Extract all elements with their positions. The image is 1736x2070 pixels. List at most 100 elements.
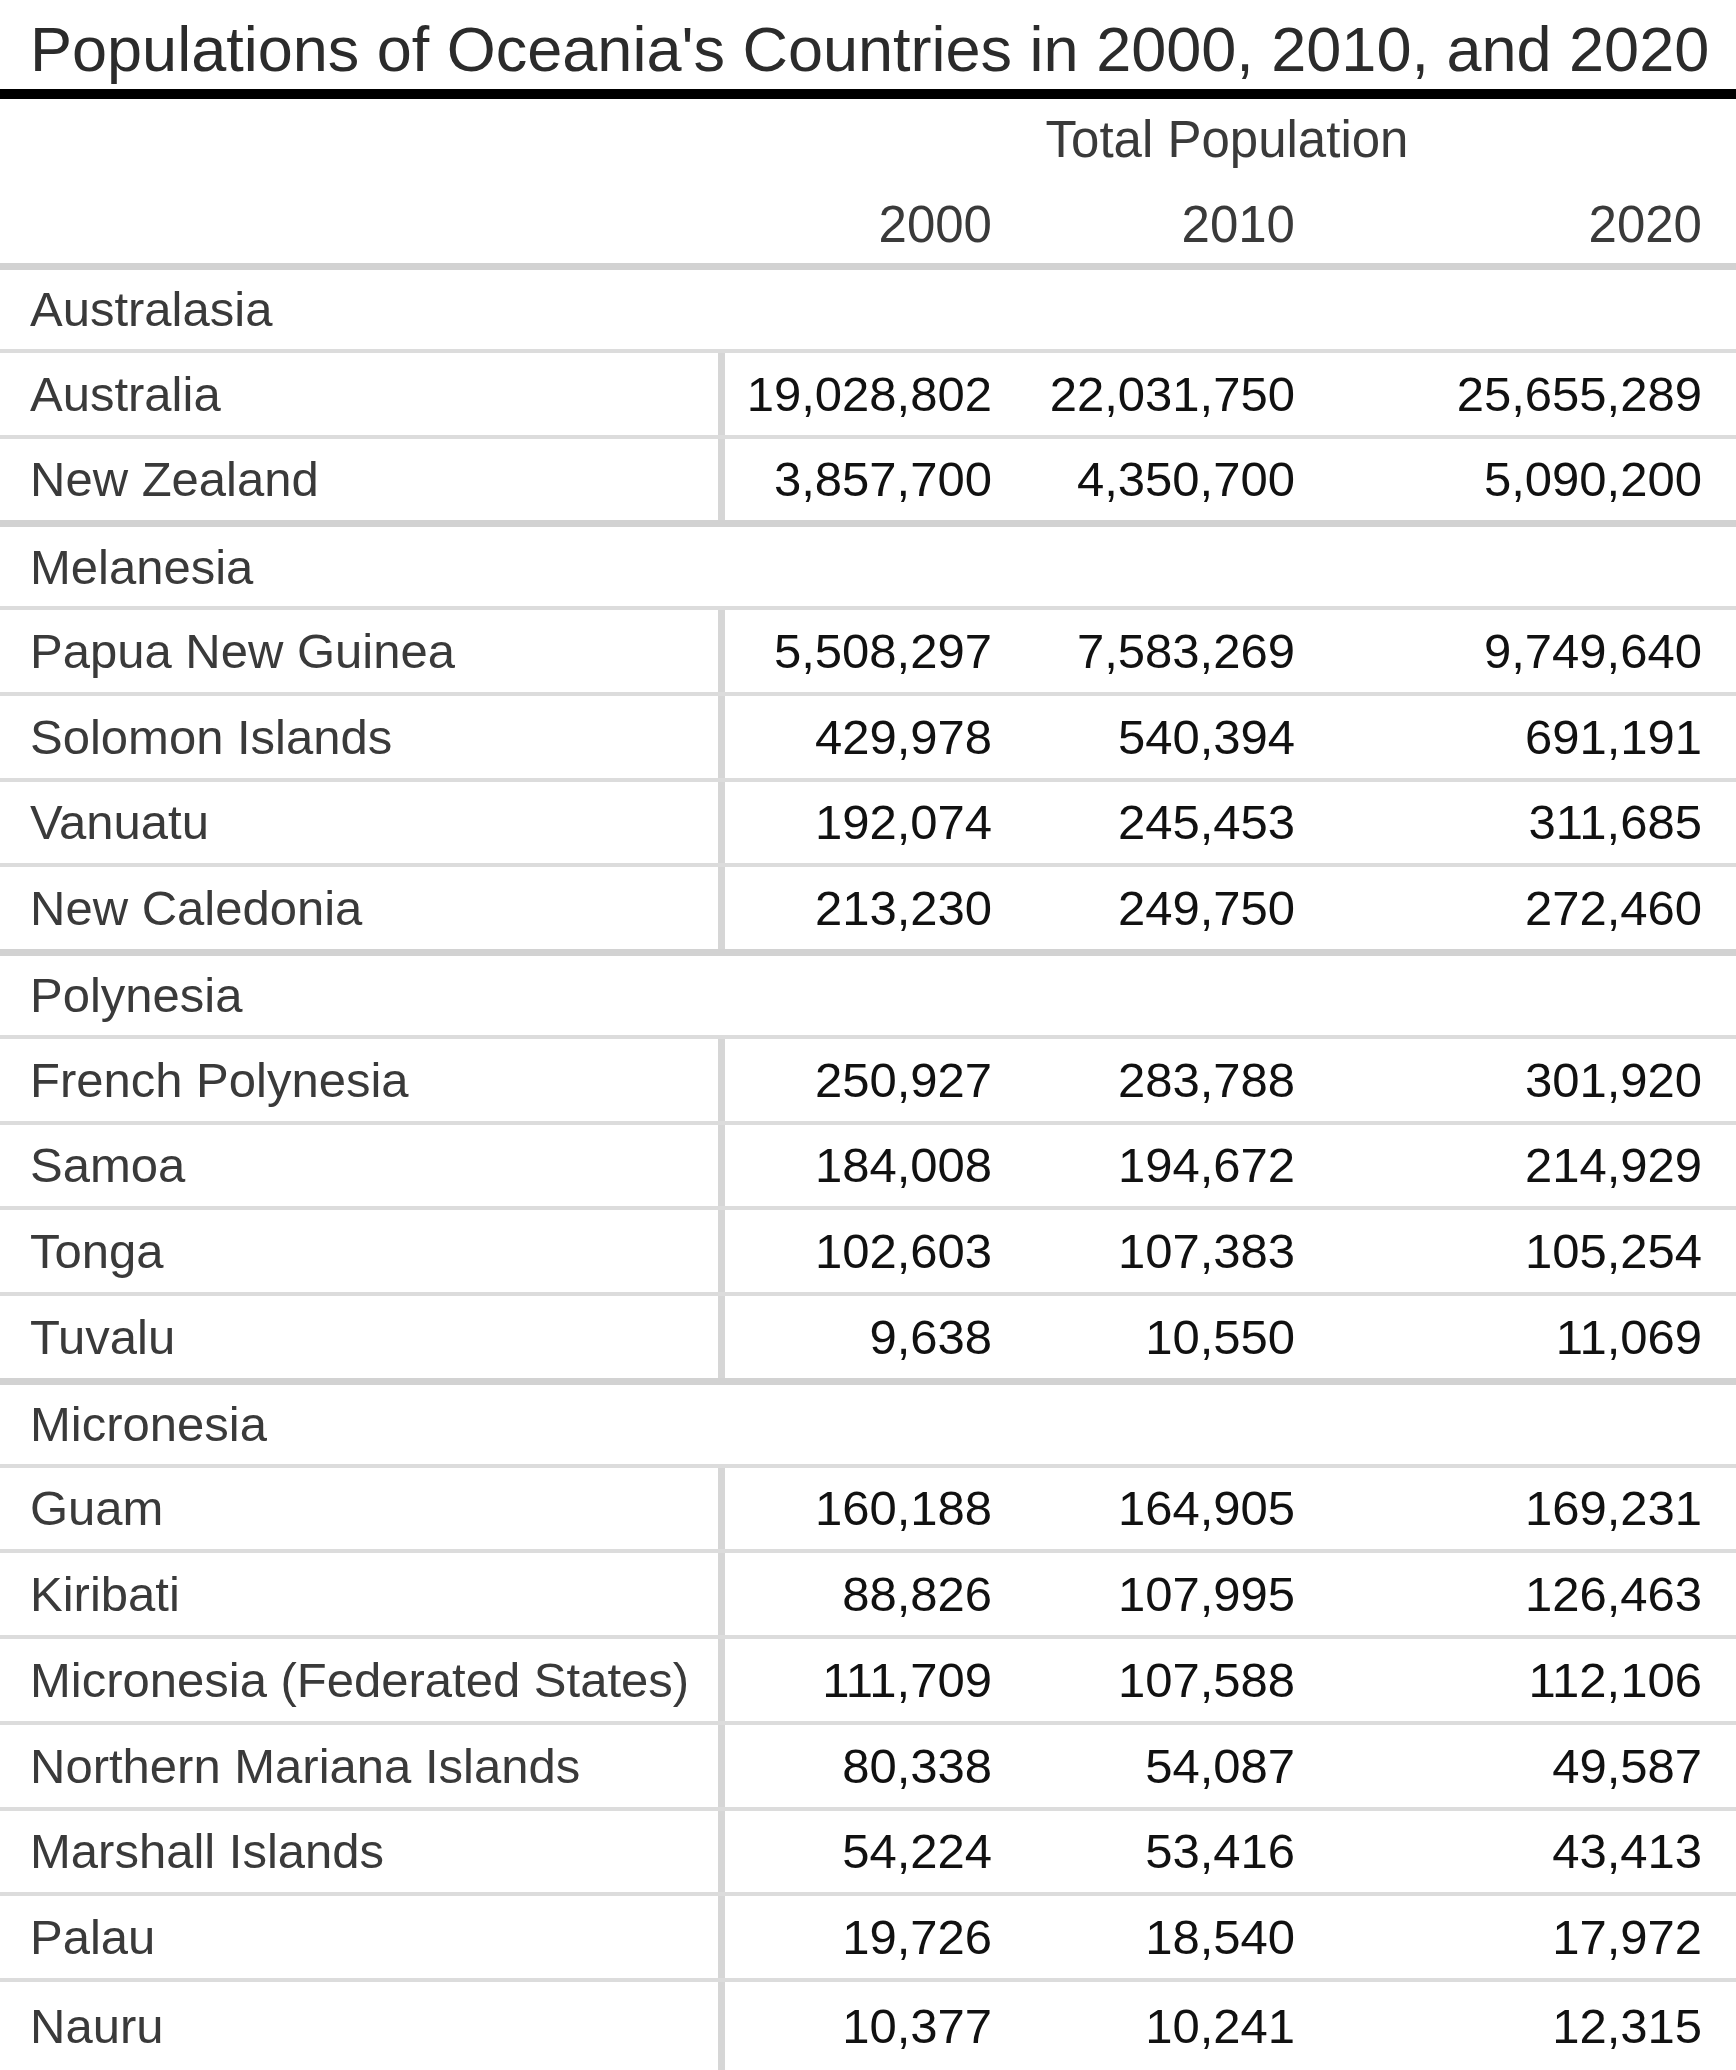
section-header-row: Australasia xyxy=(0,263,1736,349)
population-value: 311,685 xyxy=(1295,782,1736,864)
country-name: Samoa xyxy=(0,1125,718,1207)
population-value: 245,453 xyxy=(992,782,1295,864)
population-value: 250,927 xyxy=(718,1039,992,1121)
country-row: New Caledonia213,230249,750272,460 xyxy=(0,863,1736,949)
country-row: Micronesia (Federated States)111,709107,… xyxy=(0,1635,1736,1721)
country-row: Vanuatu192,074245,453311,685 xyxy=(0,778,1736,864)
population-value: 22,031,750 xyxy=(992,353,1295,435)
population-value: 164,905 xyxy=(992,1468,1295,1550)
population-value: 9,638 xyxy=(718,1296,992,1378)
population-value: 49,587 xyxy=(1295,1725,1736,1807)
country-name: Northern Mariana Islands xyxy=(0,1725,718,1807)
population-value: 25,655,289 xyxy=(1295,353,1736,435)
population-value: 9,749,640 xyxy=(1295,610,1736,692)
population-value: 540,394 xyxy=(992,696,1295,778)
population-value: 5,508,297 xyxy=(718,610,992,692)
section-name: Australasia xyxy=(0,270,1736,349)
population-value: 169,231 xyxy=(1295,1468,1736,1550)
population-value: 126,463 xyxy=(1295,1553,1736,1635)
population-value: 214,929 xyxy=(1295,1125,1736,1207)
population-value: 272,460 xyxy=(1295,867,1736,949)
year-header-2020: 2020 xyxy=(1295,181,1736,263)
population-table-page: Populations of Oceania's Countries in 20… xyxy=(0,0,1736,2070)
year-header-2000: 2000 xyxy=(718,181,992,263)
country-row: Samoa184,008194,672214,929 xyxy=(0,1121,1736,1207)
population-value: 12,315 xyxy=(1295,1982,1736,2070)
country-row: Solomon Islands429,978540,394691,191 xyxy=(0,692,1736,778)
population-value: 7,583,269 xyxy=(992,610,1295,692)
country-name: Nauru xyxy=(0,1982,718,2070)
country-name: Australia xyxy=(0,353,718,435)
population-value: 691,191 xyxy=(1295,696,1736,778)
country-row: Marshall Islands54,22453,41643,413 xyxy=(0,1807,1736,1893)
country-row: Tonga102,603107,383105,254 xyxy=(0,1206,1736,1292)
year-header-row: 2000 2010 2020 xyxy=(0,181,1736,263)
year-header-2010: 2010 xyxy=(992,181,1295,263)
country-name: Solomon Islands xyxy=(0,696,718,778)
section-header-row: Polynesia xyxy=(0,949,1736,1035)
country-row: Nauru10,37710,24112,315 xyxy=(0,1978,1736,2070)
country-name: Micronesia (Federated States) xyxy=(0,1639,718,1721)
country-row: Papua New Guinea5,508,2977,583,2699,749,… xyxy=(0,606,1736,692)
population-value: 105,254 xyxy=(1295,1210,1736,1292)
population-value: 10,550 xyxy=(992,1296,1295,1378)
population-value: 53,416 xyxy=(992,1811,1295,1893)
country-row: Guam160,188164,905169,231 xyxy=(0,1464,1736,1550)
population-value: 249,750 xyxy=(992,867,1295,949)
country-name: New Zealand xyxy=(0,439,718,521)
population-value: 43,413 xyxy=(1295,1811,1736,1893)
column-group-label: Total Population xyxy=(718,99,1736,181)
population-value: 102,603 xyxy=(718,1210,992,1292)
population-value: 192,074 xyxy=(718,782,992,864)
country-row: French Polynesia250,927283,788301,920 xyxy=(0,1035,1736,1121)
population-value: 10,241 xyxy=(992,1982,1295,2070)
country-row: Kiribati88,826107,995126,463 xyxy=(0,1549,1736,1635)
population-value: 80,338 xyxy=(718,1725,992,1807)
country-name: New Caledonia xyxy=(0,867,718,949)
population-value: 301,920 xyxy=(1295,1039,1736,1121)
population-value: 19,028,802 xyxy=(718,353,992,435)
population-value: 10,377 xyxy=(718,1982,992,2070)
population-value: 19,726 xyxy=(718,1896,992,1978)
population-value: 3,857,700 xyxy=(718,439,992,521)
population-value: 213,230 xyxy=(718,867,992,949)
population-value: 54,224 xyxy=(718,1811,992,1893)
table-title: Populations of Oceania's Countries in 20… xyxy=(0,0,1736,89)
country-name: Papua New Guinea xyxy=(0,610,718,692)
country-row: New Zealand3,857,7004,350,7005,090,200 xyxy=(0,435,1736,521)
country-row: Tuvalu9,63810,55011,069 xyxy=(0,1292,1736,1378)
population-value: 107,995 xyxy=(992,1553,1295,1635)
section-header-row: Micronesia xyxy=(0,1378,1736,1464)
country-name: Guam xyxy=(0,1468,718,1550)
section-name: Polynesia xyxy=(0,956,1736,1035)
country-name: Vanuatu xyxy=(0,782,718,864)
country-row: Australia19,028,80222,031,75025,655,289 xyxy=(0,349,1736,435)
column-group-header: Total Population xyxy=(0,99,1736,181)
population-value: 429,978 xyxy=(718,696,992,778)
year-header-spacer xyxy=(0,181,718,263)
population-value: 283,788 xyxy=(992,1039,1295,1121)
population-value: 5,090,200 xyxy=(1295,439,1736,521)
country-name: Tuvalu xyxy=(0,1296,718,1378)
title-rule xyxy=(0,89,1736,99)
section-header-row: Melanesia xyxy=(0,520,1736,606)
population-value: 107,588 xyxy=(992,1639,1295,1721)
population-value: 17,972 xyxy=(1295,1896,1736,1978)
population-value: 11,069 xyxy=(1295,1296,1736,1378)
country-name: Tonga xyxy=(0,1210,718,1292)
section-name: Micronesia xyxy=(0,1385,1736,1464)
population-value: 107,383 xyxy=(992,1210,1295,1292)
country-name: French Polynesia xyxy=(0,1039,718,1121)
table-body: AustralasiaAustralia19,028,80222,031,750… xyxy=(0,263,1736,2070)
country-name: Palau xyxy=(0,1896,718,1978)
country-row: Palau19,72618,54017,972 xyxy=(0,1892,1736,1978)
population-value: 54,087 xyxy=(992,1725,1295,1807)
population-value: 4,350,700 xyxy=(992,439,1295,521)
section-name: Melanesia xyxy=(0,527,1736,606)
country-name: Marshall Islands xyxy=(0,1811,718,1893)
country-row: Northern Mariana Islands80,33854,08749,5… xyxy=(0,1721,1736,1807)
population-value: 160,188 xyxy=(718,1468,992,1550)
country-name: Kiribati xyxy=(0,1553,718,1635)
population-value: 111,709 xyxy=(718,1639,992,1721)
population-value: 88,826 xyxy=(718,1553,992,1635)
